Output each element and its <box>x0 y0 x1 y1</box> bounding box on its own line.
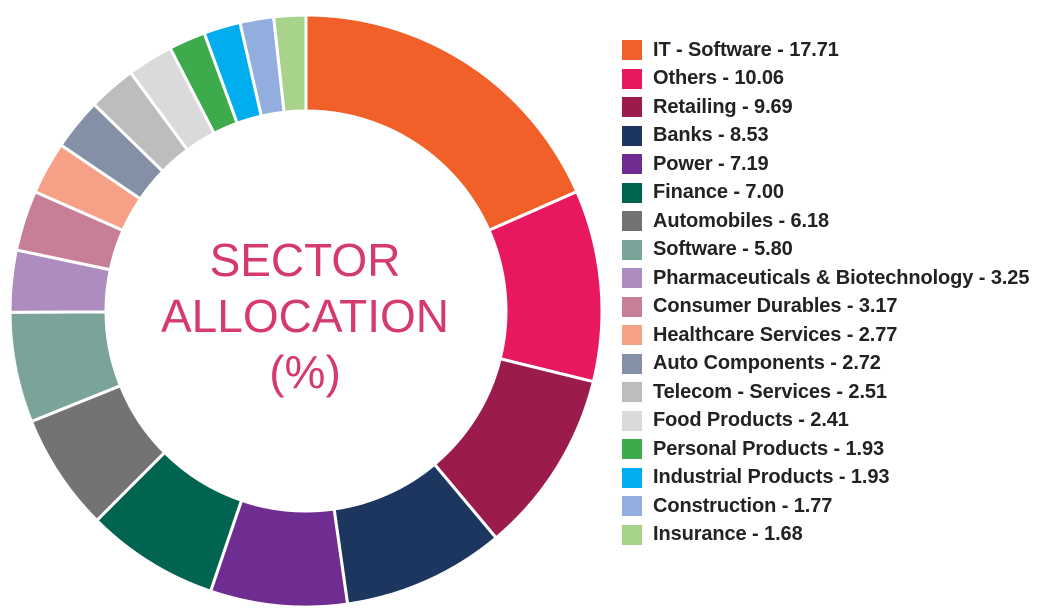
legend-value: 8.53 <box>730 124 769 147</box>
legend-value: 17.71 <box>789 38 839 61</box>
legend-value: 10.06 <box>734 67 784 90</box>
legend-label: Auto Components - 2.72 <box>653 352 881 375</box>
legend-label: IT - Software - 17.71 <box>653 38 839 61</box>
legend-label: Banks - 8.53 <box>653 124 769 147</box>
legend-swatch <box>622 410 642 431</box>
legend-item: Insurance - 1.68 <box>622 521 1052 550</box>
legend-swatch <box>622 125 642 146</box>
legend-category: Industrial Products <box>653 466 834 489</box>
chart-title-line-3: (%) <box>269 346 341 399</box>
legend-swatch <box>622 467 642 488</box>
legend-value: 9.69 <box>754 95 793 118</box>
legend-label: Retailing - 9.69 <box>653 95 793 118</box>
legend-label: Industrial Products - 1.93 <box>653 466 890 489</box>
legend-item: Others - 10.06 <box>622 65 1052 94</box>
legend-category: Retailing <box>653 95 737 118</box>
chart-title-line-1: SECTOR <box>209 234 401 286</box>
legend-item: Telecom - Services - 2.51 <box>622 378 1052 407</box>
legend-swatch <box>622 268 642 289</box>
legend-value: 1.93 <box>850 466 890 489</box>
legend-item: Pharmaceuticals & Biotechnology - 3.25 <box>622 264 1052 293</box>
legend-item: Personal Products - 1.93 <box>622 435 1052 464</box>
legend-value: 7.19 <box>730 152 769 175</box>
legend-value: 6.18 <box>790 209 830 232</box>
chart-title: SECTOR ALLOCATION (%) <box>110 232 500 400</box>
chart-title-line-2: ALLOCATION <box>161 290 449 343</box>
legend-swatch <box>622 296 642 317</box>
legend-label: Food Products - 2.41 <box>653 409 849 432</box>
legend-label: Finance - 7.00 <box>653 181 784 204</box>
sector-donut-chart <box>8 13 604 609</box>
legend-category: Consumer Durables <box>653 295 842 318</box>
legend-category: Healthcare Services <box>653 323 842 346</box>
legend-value: 2.72 <box>842 352 881 375</box>
legend-item: Healthcare Services - 2.77 <box>622 321 1052 350</box>
legend-swatch <box>622 40 642 61</box>
legend-swatch <box>622 353 642 374</box>
legend-swatch <box>622 524 642 545</box>
legend-category: Telecom - Services <box>653 380 831 403</box>
legend-category: Food Products <box>653 409 793 432</box>
legend-value: 2.51 <box>848 380 887 403</box>
legend-value: 3.17 <box>858 295 898 318</box>
donut-slice-18 <box>271 13 308 114</box>
legend-item: Construction - 1.77 <box>622 492 1052 521</box>
legend-swatch <box>622 97 642 118</box>
legend-label: Construction - 1.77 <box>653 494 833 517</box>
donut-slice-1 <box>304 13 579 233</box>
legend-item: IT - Software - 17.71 <box>622 36 1052 65</box>
legend-item: Industrial Products - 1.93 <box>622 464 1052 493</box>
legend-swatch <box>622 182 642 203</box>
legend-swatch <box>622 439 642 460</box>
legend-label: Consumer Durables - 3.17 <box>653 295 898 318</box>
legend-value: 1.93 <box>845 437 885 460</box>
legend-item: Food Products - 2.41 <box>622 407 1052 436</box>
legend-item: Power - 7.19 <box>622 150 1052 179</box>
legend-item: Consumer Durables - 3.17 <box>622 293 1052 322</box>
legend-label: Pharmaceuticals & Biotechnology - 3.25 <box>653 266 1030 289</box>
legend-category: Others <box>653 67 717 90</box>
legend-category: Software <box>653 238 737 261</box>
legend-value: 2.77 <box>858 323 898 346</box>
legend-label: Power - 7.19 <box>653 152 769 175</box>
legend-swatch <box>622 154 642 175</box>
legend-swatch <box>622 496 642 517</box>
legend-swatch <box>622 325 642 346</box>
legend-category: IT - Software <box>653 38 772 61</box>
legend-label: Telecom - Services - 2.51 <box>653 380 887 403</box>
legend-swatch <box>622 239 642 260</box>
legend-label: Automobiles - 6.18 <box>653 209 830 232</box>
legend-label: Healthcare Services - 2.77 <box>653 323 898 346</box>
legend-swatch <box>622 211 642 232</box>
legend-item: Automobiles - 6.18 <box>622 207 1052 236</box>
legend-label: Others - 10.06 <box>653 67 784 90</box>
legend-value: 3.25 <box>990 266 1030 289</box>
legend-item: Banks - 8.53 <box>622 122 1052 151</box>
legend-category: Finance <box>653 181 728 204</box>
legend-item: Finance - 7.00 <box>622 179 1052 208</box>
legend-label: Insurance - 1.68 <box>653 523 803 546</box>
legend-category: Automobiles <box>653 209 774 232</box>
legend-item: Software - 5.80 <box>622 236 1052 265</box>
chart-legend: IT - Software - 17.71 Others - 10.06 Retai… <box>622 36 1052 549</box>
legend-category: Construction <box>653 494 777 517</box>
legend-label: Personal Products - 1.93 <box>653 437 885 460</box>
legend-value: 7.00 <box>745 181 784 204</box>
legend-category: Banks <box>653 124 713 147</box>
legend-value: 2.41 <box>810 409 849 432</box>
legend-swatch <box>622 68 642 89</box>
legend-category: Power <box>653 152 713 175</box>
legend-item: Retailing - 9.69 <box>622 93 1052 122</box>
legend-category: Personal Products <box>653 437 829 460</box>
legend-category: Insurance <box>653 523 747 546</box>
legend-label: Software - 5.80 <box>653 238 793 261</box>
legend-swatch <box>622 382 642 403</box>
legend-category: Pharmaceuticals & Biotechnology <box>653 266 974 289</box>
legend-value: 1.77 <box>793 494 833 517</box>
legend-category: Auto Components <box>653 352 825 375</box>
legend-value: 5.80 <box>754 238 793 261</box>
legend-value: 1.68 <box>764 523 803 546</box>
legend-item: Auto Components - 2.72 <box>622 350 1052 379</box>
